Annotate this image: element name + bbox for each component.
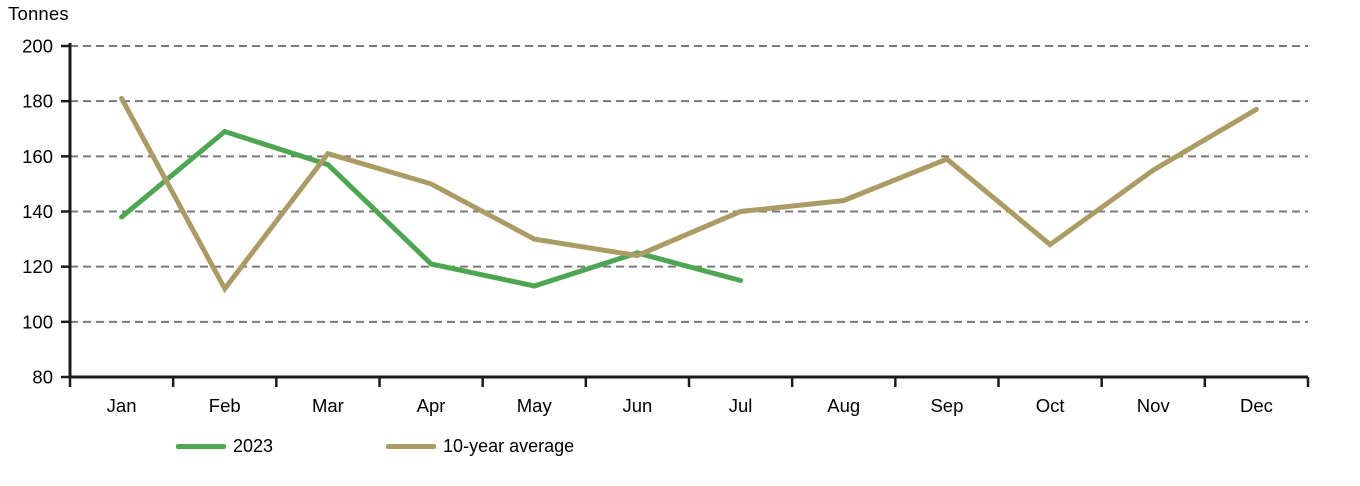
legend-swatch-2023-icon — [176, 444, 226, 449]
y-tick-label-80: 80 — [32, 367, 53, 388]
x-tick-label-jun: Jun — [623, 395, 653, 416]
series-line-10-year-average — [119, 95, 1259, 294]
y-tick-label-120: 120 — [22, 256, 53, 277]
x-tick-label-jul: Jul — [729, 395, 753, 416]
legend-label-2023: 2023 — [233, 436, 274, 456]
x-tick-label-apr: Apr — [417, 395, 446, 416]
y-tick-label-200: 200 — [22, 36, 53, 57]
x-tick-label-aug: Aug — [827, 395, 860, 416]
y-tick-label-180: 180 — [22, 91, 53, 112]
legend-item-10-year-average: 10-year average — [386, 436, 574, 457]
x-tick-label-nov: Nov — [1137, 395, 1171, 416]
x-tick-label-mar: Mar — [312, 395, 344, 416]
legend-label-10-year-average: 10-year average — [443, 436, 575, 456]
x-tick-label-sep: Sep — [930, 395, 963, 416]
y-tick-label-140: 140 — [22, 201, 53, 222]
x-tick-label-feb: Feb — [209, 395, 241, 416]
y-tick-label-100: 100 — [22, 311, 53, 332]
axes — [68, 43, 1308, 379]
x-tick-label-oct: Oct — [1036, 395, 1065, 416]
x-tick-label-dec: Dec — [1240, 395, 1273, 416]
legend-swatch-10-year-average-icon — [386, 444, 437, 449]
gridlines — [70, 45, 1308, 323]
legend: 2023 10-year average — [0, 436, 1360, 457]
series-line-2023 — [119, 128, 744, 289]
legend-item-2023: 2023 — [176, 436, 273, 457]
x-tick-label-jan: Jan — [107, 395, 137, 416]
x-tick-labels: Jan Feb Mar Apr May Jun Jul Aug Sep Oct Nov Dec — [68, 377, 1310, 416]
y-tick-label-160: 160 — [22, 146, 53, 167]
x-tick-label-may: May — [517, 395, 553, 416]
y-axis-title: Tonnes — [8, 3, 69, 24]
y-tick-labels: 80 100 120 140 160 180 200 — [22, 36, 70, 388]
